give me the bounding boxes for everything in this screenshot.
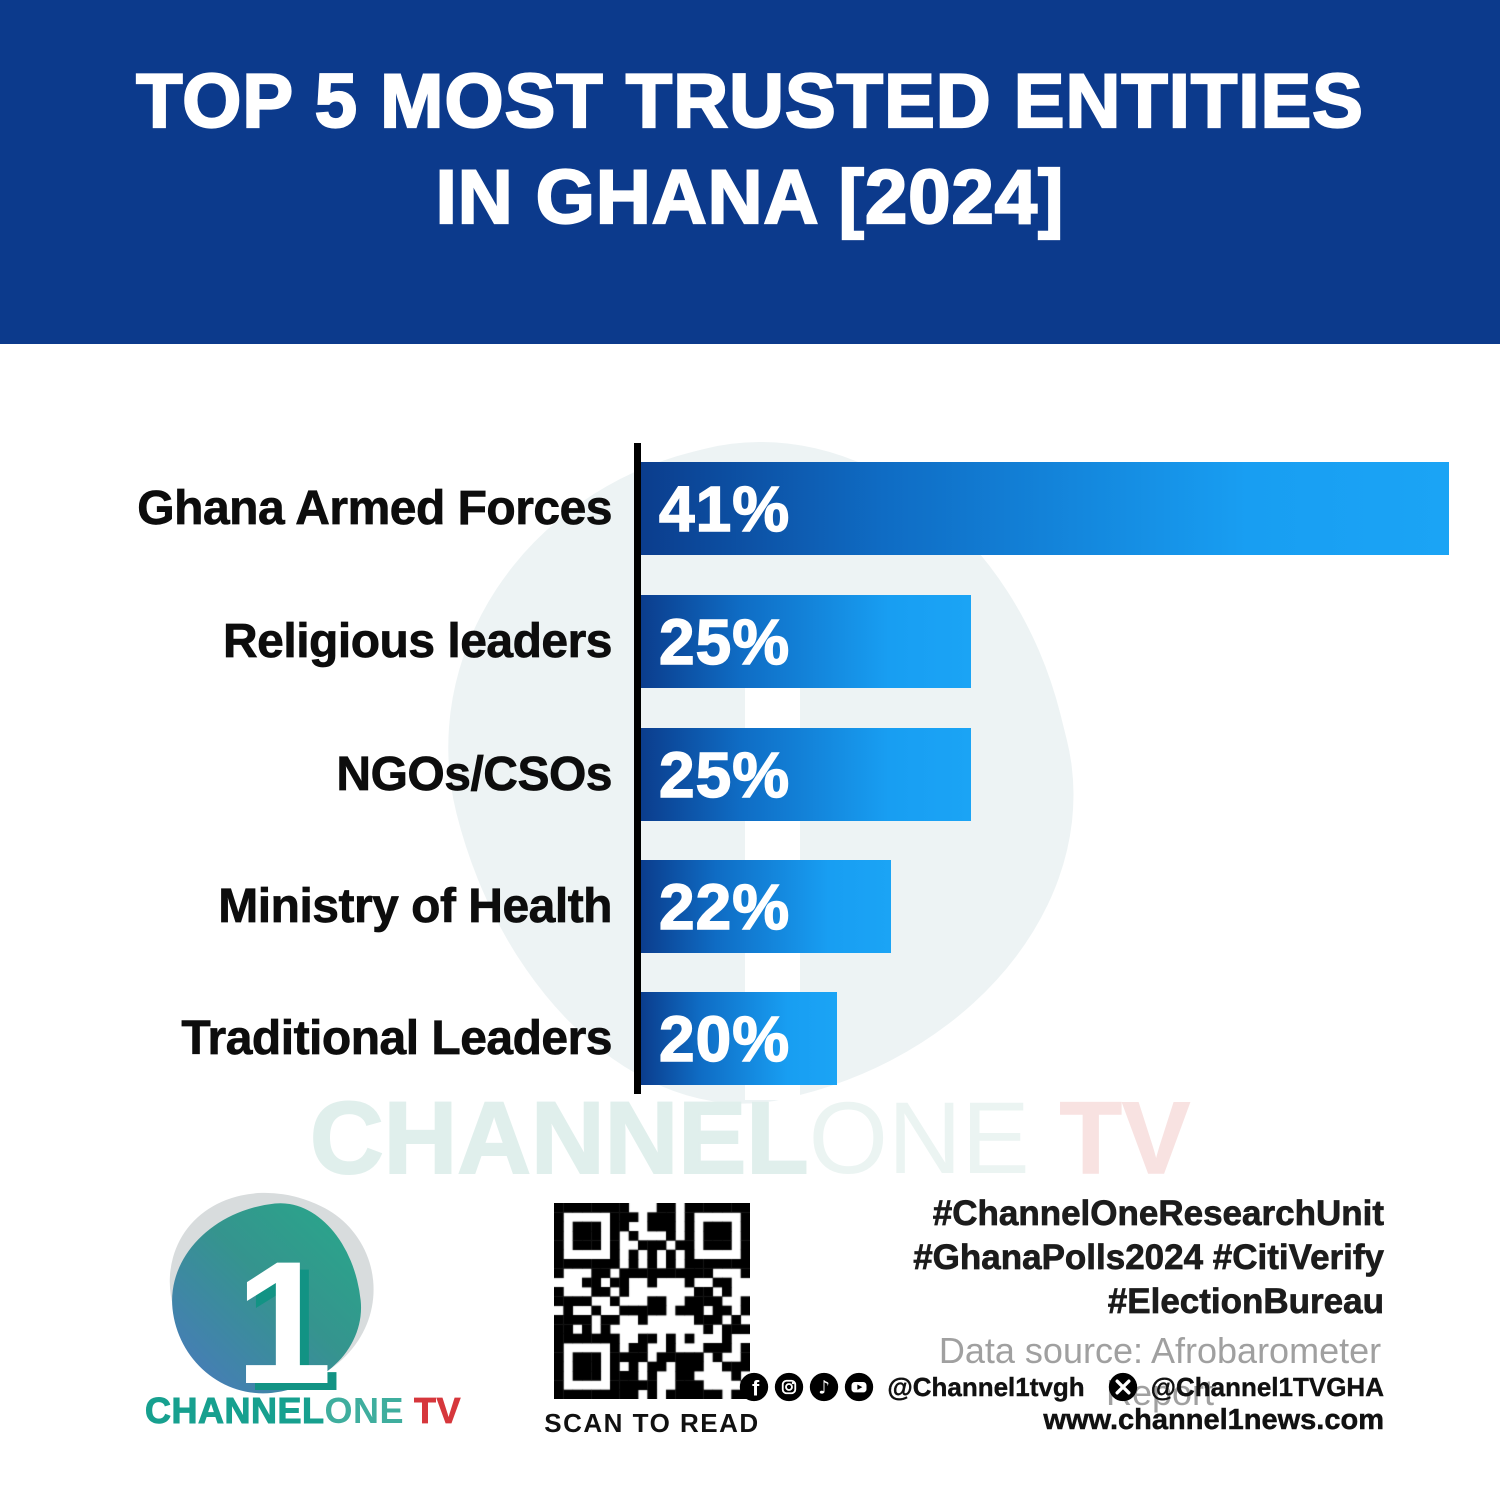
x-icon bbox=[1108, 1372, 1137, 1402]
hashtag-line: #ElectionBureau bbox=[1107, 1282, 1384, 1322]
chart-row: Ghana Armed Forces 41% bbox=[0, 462, 1500, 555]
value-label: 41% bbox=[658, 472, 791, 546]
channel-one-tv-watermark: CHANNELONE TV bbox=[0, 1085, 1500, 1191]
hashtag-line: #ChannelOneResearchUnit bbox=[932, 1194, 1384, 1234]
page-title-line1: TOP 5 MOST TRUSTED ENTITIES bbox=[135, 58, 1364, 145]
category-label: Religious leaders bbox=[223, 615, 613, 669]
value-label: 25% bbox=[658, 605, 791, 679]
page-title-line2: IN GHANA [2024] bbox=[435, 154, 1065, 241]
header-banner: TOP 5 MOST TRUSTED ENTITIES IN GHANA [20… bbox=[0, 0, 1500, 344]
category-label: NGOs/CSOs bbox=[336, 748, 613, 802]
logo-numeral-outline: 1 bbox=[244, 1233, 342, 1428]
value-label: 25% bbox=[658, 738, 791, 812]
website-url: www.channel1news.com bbox=[1043, 1404, 1384, 1437]
watermark-one: ONE bbox=[808, 1081, 1030, 1195]
instagram-icon bbox=[775, 1372, 804, 1402]
facebook-icon: f bbox=[740, 1372, 769, 1402]
tiktok-icon: ♪ bbox=[810, 1372, 839, 1402]
chart-row: Religious leaders 25% bbox=[0, 595, 1500, 688]
page-title: TOP 5 MOST TRUSTED ENTITIES IN GHANA [20… bbox=[0, 0, 1500, 246]
social-handle-main: @Channel1tvgh bbox=[887, 1371, 1085, 1402]
youtube-icon bbox=[845, 1372, 874, 1402]
watermark-channel: CHANNEL bbox=[309, 1081, 810, 1195]
chart-axis-line bbox=[634, 443, 641, 1094]
hashtag-block: #ChannelOneResearchUnit #GhanaPolls2024 … bbox=[913, 1192, 1384, 1324]
bar: 25% bbox=[641, 595, 971, 688]
value-label: 20% bbox=[658, 1002, 791, 1076]
svg-text:f: f bbox=[752, 1375, 760, 1400]
hashtag-line: #GhanaPolls2024 #CitiVerify bbox=[913, 1238, 1384, 1278]
watermark-tv: TV bbox=[1059, 1081, 1191, 1195]
category-label: Traditional Leaders bbox=[181, 1012, 613, 1066]
value-label: 22% bbox=[658, 870, 791, 944]
qr-code bbox=[554, 1203, 750, 1399]
wordmark-tv: TV bbox=[414, 1390, 462, 1432]
bar: 25% bbox=[641, 728, 971, 821]
social-handle-x: @Channel1TVGHA bbox=[1150, 1371, 1384, 1402]
bar: 20% bbox=[641, 992, 837, 1085]
category-label: Ghana Armed Forces bbox=[137, 482, 613, 536]
category-label: Ministry of Health bbox=[218, 880, 613, 934]
chart-row: Ministry of Health 22% bbox=[0, 860, 1500, 953]
social-media-row: f ♪ @Channel1tvgh @Channel1TVGHA bbox=[739, 1371, 1384, 1403]
bar: 22% bbox=[641, 860, 891, 953]
svg-text:♪: ♪ bbox=[818, 1378, 830, 1399]
chart-row: Traditional Leaders 20% bbox=[0, 992, 1500, 1085]
logo-numeral: 1 bbox=[235, 1226, 333, 1421]
qr-caption: SCAN TO READ bbox=[544, 1408, 760, 1438]
logo-wordmark: CHANNELONE TV bbox=[145, 1390, 461, 1432]
bar: 41% bbox=[641, 462, 1449, 555]
wordmark-channel: CHANNEL bbox=[145, 1390, 325, 1432]
wordmark-one: ONE bbox=[324, 1390, 405, 1431]
chart-row: NGOs/CSOs 25% bbox=[0, 728, 1500, 821]
